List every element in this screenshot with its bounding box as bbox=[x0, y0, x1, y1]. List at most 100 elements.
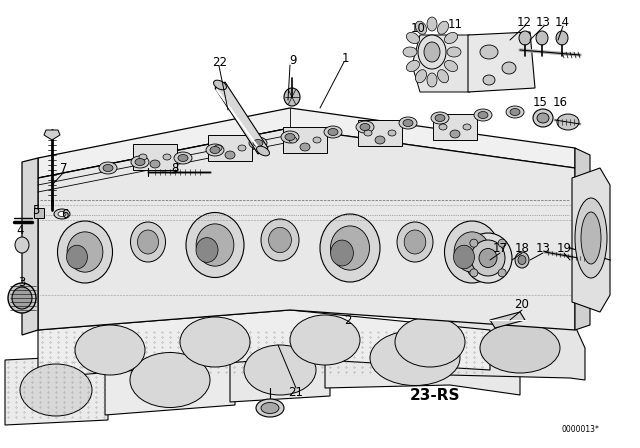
Ellipse shape bbox=[313, 137, 321, 143]
Text: 16: 16 bbox=[552, 96, 568, 109]
Ellipse shape bbox=[557, 114, 579, 130]
Ellipse shape bbox=[403, 120, 413, 126]
Ellipse shape bbox=[406, 60, 419, 72]
Ellipse shape bbox=[454, 245, 474, 269]
Text: 0000013*: 0000013* bbox=[561, 426, 599, 435]
Ellipse shape bbox=[330, 226, 369, 270]
Ellipse shape bbox=[397, 222, 433, 262]
Ellipse shape bbox=[174, 152, 192, 164]
Ellipse shape bbox=[536, 31, 548, 45]
Ellipse shape bbox=[478, 112, 488, 119]
Ellipse shape bbox=[498, 269, 506, 277]
Ellipse shape bbox=[463, 124, 471, 130]
Ellipse shape bbox=[131, 222, 166, 262]
Text: 14: 14 bbox=[554, 16, 570, 29]
Ellipse shape bbox=[206, 144, 224, 156]
Polygon shape bbox=[230, 338, 330, 402]
Ellipse shape bbox=[130, 353, 210, 408]
Ellipse shape bbox=[186, 212, 244, 277]
Ellipse shape bbox=[138, 230, 159, 254]
Ellipse shape bbox=[67, 245, 88, 269]
Ellipse shape bbox=[285, 134, 295, 141]
Ellipse shape bbox=[445, 32, 458, 43]
Ellipse shape bbox=[418, 35, 446, 69]
Polygon shape bbox=[448, 315, 585, 380]
Ellipse shape bbox=[253, 139, 263, 146]
Ellipse shape bbox=[180, 317, 250, 367]
Ellipse shape bbox=[178, 155, 188, 161]
Ellipse shape bbox=[480, 323, 560, 373]
Ellipse shape bbox=[470, 239, 478, 247]
Text: 4: 4 bbox=[16, 224, 24, 237]
Ellipse shape bbox=[399, 117, 417, 129]
Polygon shape bbox=[22, 158, 38, 335]
Polygon shape bbox=[575, 148, 590, 330]
Ellipse shape bbox=[445, 60, 458, 72]
Ellipse shape bbox=[454, 232, 490, 272]
Ellipse shape bbox=[290, 315, 360, 365]
Text: 7: 7 bbox=[60, 161, 68, 175]
Ellipse shape bbox=[510, 108, 520, 116]
Ellipse shape bbox=[269, 228, 291, 253]
Ellipse shape bbox=[244, 345, 316, 395]
Ellipse shape bbox=[163, 154, 171, 160]
Polygon shape bbox=[358, 120, 402, 146]
Polygon shape bbox=[412, 35, 470, 92]
Ellipse shape bbox=[556, 31, 568, 45]
Ellipse shape bbox=[427, 17, 437, 31]
Ellipse shape bbox=[424, 42, 440, 62]
Polygon shape bbox=[105, 345, 235, 415]
Polygon shape bbox=[325, 325, 520, 395]
Polygon shape bbox=[44, 130, 60, 140]
Polygon shape bbox=[283, 127, 327, 153]
Text: 21: 21 bbox=[289, 387, 303, 400]
Text: 9: 9 bbox=[289, 53, 297, 66]
Ellipse shape bbox=[75, 325, 145, 375]
Ellipse shape bbox=[435, 115, 445, 121]
Polygon shape bbox=[572, 168, 610, 312]
Ellipse shape bbox=[196, 237, 218, 263]
Ellipse shape bbox=[519, 31, 531, 45]
Ellipse shape bbox=[328, 129, 338, 135]
Text: 15: 15 bbox=[532, 96, 547, 109]
Ellipse shape bbox=[445, 221, 499, 283]
Ellipse shape bbox=[415, 70, 427, 83]
Text: 13: 13 bbox=[536, 16, 550, 29]
Ellipse shape bbox=[99, 162, 117, 174]
Ellipse shape bbox=[403, 47, 417, 57]
Text: 6: 6 bbox=[61, 208, 68, 221]
Ellipse shape bbox=[575, 198, 607, 278]
Polygon shape bbox=[433, 114, 477, 140]
Text: 3: 3 bbox=[19, 276, 26, 289]
Ellipse shape bbox=[67, 232, 103, 272]
Text: 1: 1 bbox=[341, 52, 349, 65]
Ellipse shape bbox=[139, 154, 147, 160]
Ellipse shape bbox=[470, 269, 478, 277]
Ellipse shape bbox=[256, 399, 284, 417]
Ellipse shape bbox=[515, 252, 529, 268]
Polygon shape bbox=[490, 312, 525, 328]
Ellipse shape bbox=[289, 137, 297, 143]
Ellipse shape bbox=[12, 287, 32, 309]
Ellipse shape bbox=[480, 45, 498, 59]
Ellipse shape bbox=[58, 221, 113, 283]
Ellipse shape bbox=[356, 121, 374, 133]
Ellipse shape bbox=[483, 75, 495, 85]
Ellipse shape bbox=[131, 156, 149, 168]
Ellipse shape bbox=[214, 145, 222, 151]
Ellipse shape bbox=[506, 106, 524, 118]
Ellipse shape bbox=[415, 21, 427, 34]
Ellipse shape bbox=[395, 317, 465, 367]
Ellipse shape bbox=[261, 402, 279, 414]
Ellipse shape bbox=[437, 70, 449, 83]
Ellipse shape bbox=[502, 62, 516, 74]
Ellipse shape bbox=[15, 237, 29, 253]
Ellipse shape bbox=[447, 47, 461, 57]
Ellipse shape bbox=[471, 240, 505, 276]
Text: 17: 17 bbox=[493, 241, 508, 254]
Ellipse shape bbox=[437, 21, 449, 34]
Ellipse shape bbox=[150, 160, 160, 168]
Text: 20: 20 bbox=[515, 298, 529, 311]
Ellipse shape bbox=[58, 211, 66, 216]
Ellipse shape bbox=[324, 126, 342, 138]
